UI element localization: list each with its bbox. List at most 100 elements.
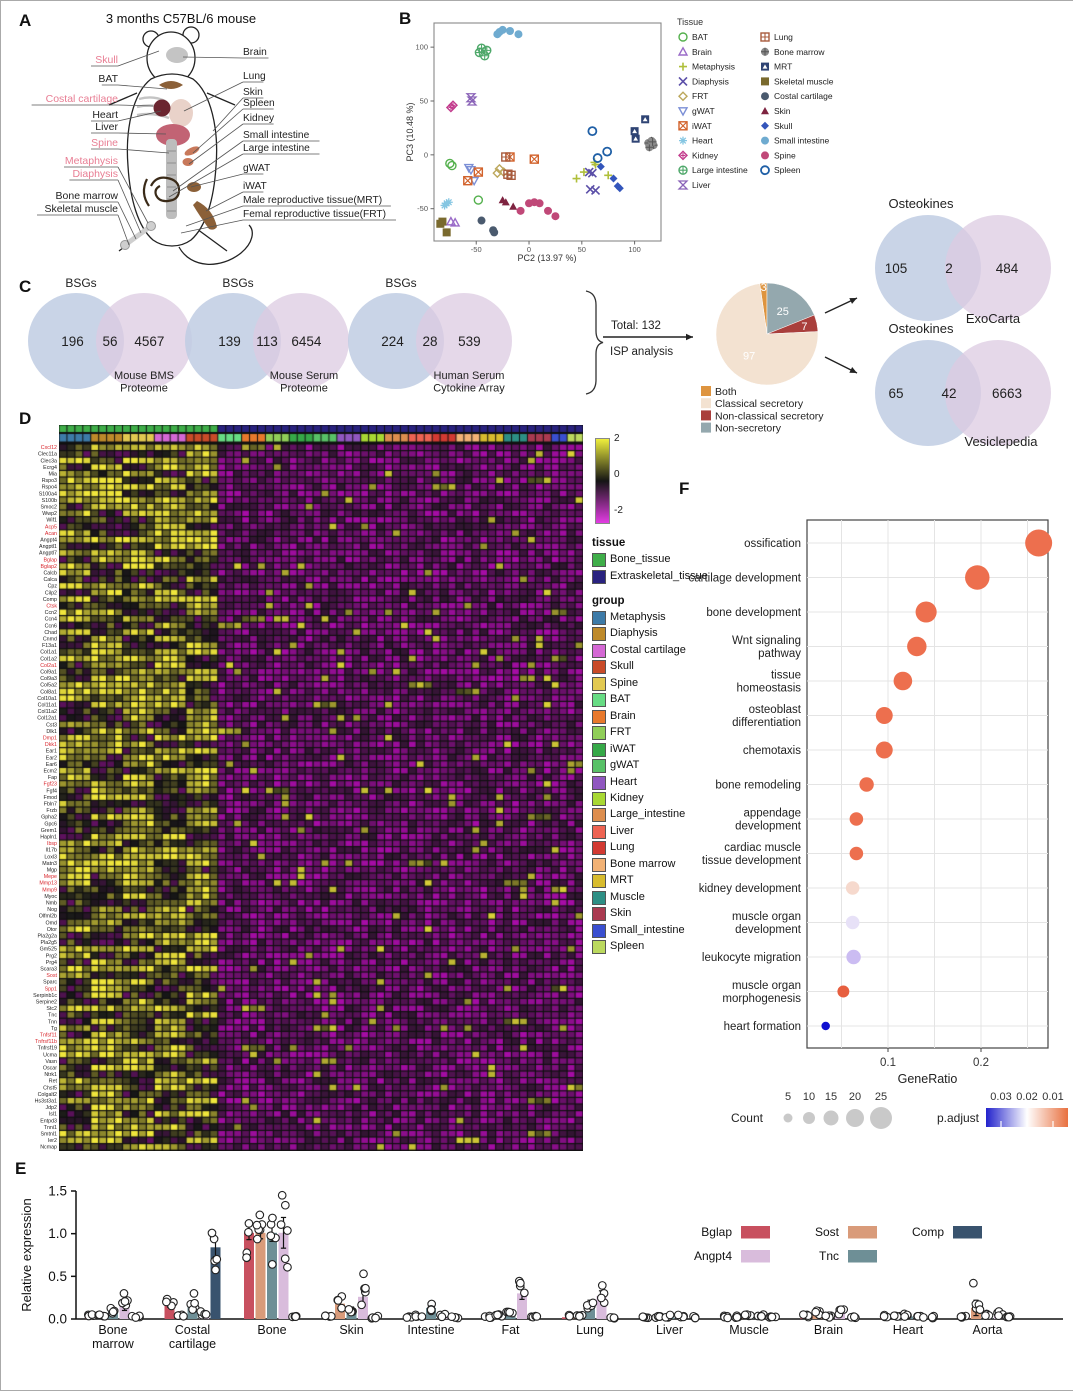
- gene-label-smtnl1: Smtnl1: [41, 1132, 58, 1138]
- f-term-label: development: [735, 924, 802, 936]
- e-data-point: [609, 1313, 619, 1323]
- e-data-point: [799, 1310, 808, 1319]
- f-term-label: homeostasis: [736, 683, 801, 695]
- label-kidney: Kidney: [243, 113, 275, 124]
- venn-right-count: 539: [458, 334, 481, 349]
- f-term-label: morphogenesis: [722, 993, 801, 1005]
- pca-legend-item-skin: Skin: [761, 106, 791, 116]
- gene-label-tnfrsf11b: Tnfrsf11b: [35, 1039, 57, 1045]
- spleen-organ: [184, 146, 200, 156]
- panel-a-title: 3 months C57BL/6 mouse: [106, 11, 256, 26]
- femur-organ: [123, 223, 153, 248]
- e-data-point: [244, 1219, 254, 1228]
- bar-angpt4-6: [596, 1295, 607, 1319]
- e-data-point-outlier: [516, 1278, 525, 1288]
- e-legend-swatch-comp: [953, 1226, 982, 1239]
- bar-sost-2: [255, 1232, 266, 1319]
- pca-legend-item-skull: Skull: [761, 121, 793, 131]
- mouse-limbs: [108, 92, 236, 252]
- arrow-to-exocarta-head: [849, 298, 857, 304]
- mouse-body: [108, 26, 253, 265]
- e-x-label: Muscle: [729, 1323, 769, 1337]
- e-data-point: [596, 1293, 606, 1303]
- gene-label-col9a1: Col9a1: [40, 670, 57, 676]
- e-data-point: [417, 1312, 427, 1321]
- e-data-point: [975, 1305, 985, 1314]
- group-swatch: [592, 874, 606, 889]
- group-swatch: [592, 775, 606, 790]
- pca-legend-item-spleen: Spleen: [760, 165, 801, 175]
- leader-line: [168, 153, 244, 198]
- gene-label-tnni1: Tnni1: [44, 1125, 57, 1131]
- gene-label-s100b: S100b: [42, 498, 57, 504]
- tissue-swatch: [592, 570, 606, 584]
- gene-label-col8a1: Col8a1: [40, 689, 57, 695]
- pca-series-kidney: [445, 100, 458, 113]
- total-text: Total: 132: [611, 320, 661, 332]
- svg-text:MRT: MRT: [774, 62, 792, 72]
- f-count-title: Count: [731, 1111, 764, 1125]
- leader-line: [117, 166, 149, 224]
- gene-label-col11a1: Col11a1: [38, 703, 57, 709]
- gene-label-calcb: Calcb: [43, 571, 57, 577]
- e-data-point: [207, 1228, 217, 1238]
- panel-b-pca-plot: -50 0 50 100 -50 0 50 100 PC2 (13.97 %) PC3 (10.4…: [405, 17, 834, 263]
- gene-label-comp: Comp: [43, 597, 57, 603]
- brace: [585, 290, 604, 395]
- venn-right-label: Mouse BMS: [114, 370, 174, 382]
- venn-top-label: Osteokines: [888, 196, 954, 211]
- venn-right-label: Cytokine Array: [433, 383, 505, 395]
- group-swatch: [592, 923, 606, 938]
- f-term-label: differentiation: [732, 717, 801, 729]
- arrow-to-vesiclepedia-head: [849, 367, 857, 373]
- gene-label-col11a2: Col11a2: [38, 709, 57, 715]
- pca-legend-item-diaphysis: Diaphysis: [678, 76, 729, 86]
- label-bone-marrow: Bone marrow: [56, 190, 119, 202]
- pca-legend-item-small-intestine: Small intestine: [761, 136, 830, 146]
- group-swatch: [592, 726, 606, 741]
- gene-label-ear6: Ear6: [46, 762, 57, 768]
- f-term-label: cartilage development: [688, 573, 801, 585]
- gene-label-vasn: Vasn: [45, 1059, 57, 1065]
- pie-slice-non-secretory: [766, 282, 815, 335]
- pca-legend-item-large-intestine: Large intestine: [678, 165, 748, 175]
- f-dot-heart-formation: [821, 1021, 830, 1031]
- gene-label-omd: Omd: [46, 920, 58, 926]
- bar-angpt4-5: [517, 1293, 527, 1319]
- gene-label-otor: Otor: [47, 927, 58, 933]
- venn-right-label: Proteome: [120, 383, 168, 395]
- f-count-label: 5: [785, 1091, 791, 1103]
- e-data-point: [252, 1220, 262, 1230]
- svg-text:Skull: Skull: [774, 121, 793, 131]
- pie-legend-swatch: [701, 386, 711, 396]
- gene-label-serpine2: Serpine2: [36, 1000, 57, 1006]
- pca-series-bone-marrow: [644, 136, 658, 152]
- gene-label-s100a4: S100a4: [39, 491, 57, 497]
- e-data-point: [740, 1310, 750, 1320]
- venn-overlap-count: 42: [941, 386, 956, 401]
- gene-label-tnn: Tnn: [48, 1019, 57, 1025]
- e-x-label: Bone: [98, 1323, 127, 1337]
- pca-series-liver: [465, 93, 478, 106]
- svg-text:Costal cartilage: Costal cartilage: [774, 91, 833, 101]
- gene-label-calca: Calca: [43, 577, 57, 583]
- group-swatch: [592, 890, 606, 905]
- gene-label-angptl7: Angptl7: [39, 551, 57, 557]
- e-data-point: [836, 1305, 846, 1315]
- venn-overlap-count: 2: [945, 261, 953, 276]
- panel-f-dotplot: 0.1 0.2 GeneRatio ossification cartilage dev…: [688, 519, 1068, 1129]
- e-data-point: [357, 1300, 366, 1310]
- pca-y-tick: 0: [424, 150, 428, 159]
- e-x-label: Heart: [893, 1323, 924, 1337]
- e-data-point: [291, 1312, 301, 1322]
- f-term-label: chemotaxis: [743, 745, 801, 757]
- label-brain: Brain: [243, 47, 267, 58]
- e-data-point: [565, 1311, 574, 1321]
- group-legend-title: group: [592, 595, 625, 607]
- heart-organ: [153, 99, 171, 117]
- gene-label-wwp2: Wwp2: [42, 511, 57, 517]
- venn-right-label: ExoCarta: [966, 311, 1021, 326]
- e-data-point: [879, 1311, 889, 1321]
- gene-label-acp5: Acp5: [45, 524, 57, 530]
- svg-text:Small intestine: Small intestine: [774, 136, 830, 146]
